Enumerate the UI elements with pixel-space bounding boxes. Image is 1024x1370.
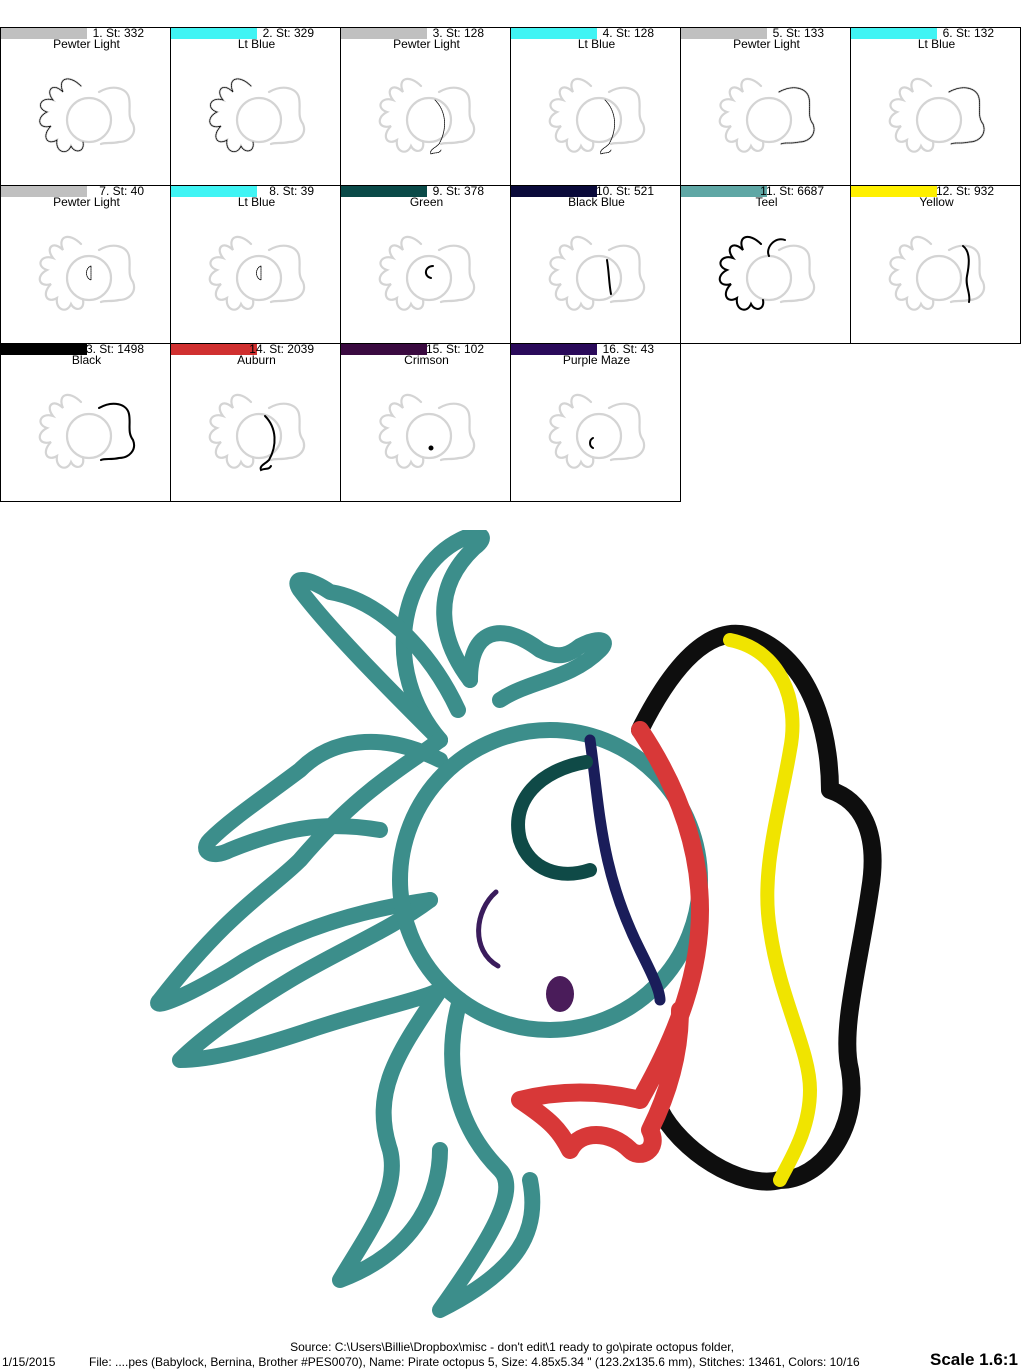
thread-color-name: Lt Blue bbox=[917, 37, 956, 51]
bandana-outline-icon bbox=[378, 77, 476, 155]
step-stitch-count: 1. St: 332 bbox=[92, 27, 144, 40]
color-step-cell: 4. St: 128 Lt Blue bbox=[510, 27, 681, 186]
step-stitch-count: 2. St: 329 bbox=[262, 27, 314, 40]
step-stitch-count: 7. St: 40 bbox=[99, 185, 144, 198]
thread-color-name: Black Blue bbox=[568, 195, 625, 209]
thread-color-name: Purple Maze bbox=[562, 353, 631, 367]
hat-outline-icon bbox=[888, 77, 986, 153]
thread-color-swatch bbox=[1, 344, 87, 355]
thread-color-swatch bbox=[341, 186, 427, 197]
step-stitch-count: 8. St: 39 bbox=[269, 185, 314, 198]
step-stitch-count: 3. St: 128 bbox=[432, 27, 484, 40]
thread-color-name: Pewter Light bbox=[53, 195, 120, 209]
color-step-cell: 12. St: 932 Yellow bbox=[850, 185, 1021, 344]
thread-color-name: Black bbox=[71, 353, 102, 367]
eyepatch-icon bbox=[378, 235, 476, 311]
step-stitch-count: 9. St: 378 bbox=[432, 185, 484, 198]
step-stitch-count: 12. St: 932 bbox=[935, 185, 994, 198]
color-step-cell: 15. St: 102 Crimson bbox=[340, 343, 511, 502]
color-step-cell: 8. St: 39 Lt Blue bbox=[170, 185, 341, 344]
thread-color-swatch bbox=[341, 344, 427, 355]
thread-color-name: Teel bbox=[755, 195, 778, 209]
footer-source: Source: C:\Users\Billie\Dropbox\misc - d… bbox=[290, 1340, 734, 1354]
step-stitch-count: 16. St: 43 bbox=[602, 343, 654, 356]
thread-color-name: Lt Blue bbox=[237, 37, 276, 51]
bandana-icon bbox=[208, 393, 306, 472]
hat-band-icon bbox=[888, 235, 986, 311]
step-stitch-count: 5. St: 133 bbox=[772, 27, 824, 40]
step-stitch-count: 10. St: 521 bbox=[595, 185, 654, 198]
color-step-cell: 13. St: 1498 Black bbox=[0, 343, 171, 502]
color-step-cell: 1. St: 332 Pewter Light bbox=[0, 27, 171, 186]
color-step-cell: 10. St: 521 Black Blue bbox=[510, 185, 681, 344]
mouth-stitch bbox=[476, 889, 501, 969]
step-stitch-count: 13. St: 1498 bbox=[79, 343, 144, 356]
tentacles-icon bbox=[718, 235, 816, 311]
step-stitch-count: 14. St: 2039 bbox=[249, 343, 314, 356]
eyepatch-outline-icon bbox=[208, 235, 306, 311]
thread-color-name: Pewter Light bbox=[393, 37, 460, 51]
hat-brim-stitch bbox=[631, 625, 882, 1191]
color-step-cell: 5. St: 133 Pewter Light bbox=[680, 27, 851, 186]
tentacles-stitch bbox=[150, 530, 708, 1318]
thread-color-name: Green bbox=[409, 195, 444, 209]
bandana-outline-icon bbox=[548, 77, 646, 155]
eyepatch-outline-icon bbox=[38, 235, 136, 311]
thread-color-swatch bbox=[851, 186, 937, 197]
footer-file-info: File: ....pes (Babylock, Bernina, Brothe… bbox=[89, 1356, 860, 1369]
thread-color-name: Auburn bbox=[237, 353, 276, 367]
nose-icon bbox=[378, 393, 476, 469]
thread-color-swatch bbox=[511, 344, 597, 355]
color-step-cell: 7. St: 40 Pewter Light bbox=[0, 185, 171, 344]
hat-band-stitch bbox=[723, 633, 817, 1187]
tentacles-outline-icon bbox=[208, 77, 306, 153]
step-stitch-count: 15. St: 102 bbox=[425, 343, 484, 356]
eyepatch-stitch bbox=[511, 755, 597, 881]
mouth-icon bbox=[548, 393, 646, 469]
thread-color-name: Lt Blue bbox=[237, 195, 276, 209]
thread-color-swatch bbox=[171, 344, 257, 355]
color-step-grid: 1. St: 332 Pewter Light 2. St: 329 Lt Blue 3… bbox=[0, 27, 1021, 502]
color-step-cell: 11. St: 6687 Teel bbox=[680, 185, 851, 344]
thread-color-swatch bbox=[1, 28, 87, 39]
step-stitch-count: 6. St: 132 bbox=[942, 27, 994, 40]
step-stitch-count: 11. St: 6687 bbox=[760, 185, 824, 198]
thread-color-name: Lt Blue bbox=[577, 37, 616, 51]
thread-color-swatch bbox=[681, 28, 767, 39]
color-step-cell: 14. St: 2039 Auburn bbox=[170, 343, 341, 502]
thread-color-swatch bbox=[511, 186, 597, 197]
thread-color-swatch bbox=[851, 28, 937, 39]
patch-strap-stitch bbox=[584, 734, 666, 1006]
footer-date: 1/15/2015 bbox=[2, 1355, 56, 1369]
hat-brim-icon bbox=[38, 393, 136, 469]
thread-color-name: Pewter Light bbox=[53, 37, 120, 51]
bandana-stitch bbox=[511, 721, 709, 1163]
thread-color-swatch bbox=[341, 28, 427, 39]
color-step-cell: 6. St: 132 Lt Blue bbox=[850, 27, 1021, 186]
thread-color-swatch bbox=[681, 186, 767, 197]
tentacles-outline-icon bbox=[38, 77, 136, 153]
thread-color-name: Crimson bbox=[404, 353, 449, 367]
step-stitch-count: 4. St: 128 bbox=[602, 27, 654, 40]
color-step-cell: 9. St: 378 Green bbox=[340, 185, 511, 344]
thread-color-name: Yellow bbox=[919, 195, 954, 209]
color-step-cell: 3. St: 128 Pewter Light bbox=[340, 27, 511, 186]
hat-outline-icon bbox=[718, 77, 816, 153]
patch-strap-icon bbox=[548, 235, 646, 311]
color-step-cell: 16. St: 43 Purple Maze bbox=[510, 343, 681, 502]
thread-color-swatch bbox=[1, 186, 87, 197]
nose-stitch bbox=[546, 976, 574, 1012]
color-step-cell: 2. St: 329 Lt Blue bbox=[170, 27, 341, 186]
footer-scale: Scale 1.6:1 bbox=[930, 1350, 1020, 1370]
thread-color-swatch bbox=[511, 28, 597, 39]
thread-color-name: Pewter Light bbox=[733, 37, 800, 51]
embroidery-preview bbox=[150, 530, 882, 1318]
thread-color-swatch bbox=[171, 28, 257, 39]
thread-color-swatch bbox=[171, 186, 257, 197]
